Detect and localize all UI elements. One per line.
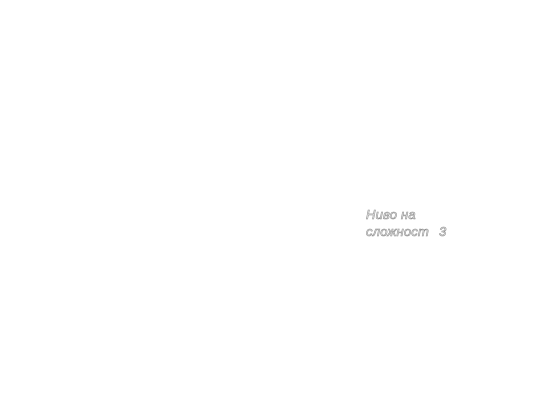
difficulty-level-value: 3 [439, 224, 447, 240]
difficulty-label-line1: Ниво на [366, 207, 416, 223]
difficulty-label-line2-row: сложност 3 [366, 223, 476, 240]
difficulty-label-line2: сложност [366, 224, 430, 240]
difficulty-level-label: Ниво на сложност 3 [366, 206, 476, 240]
